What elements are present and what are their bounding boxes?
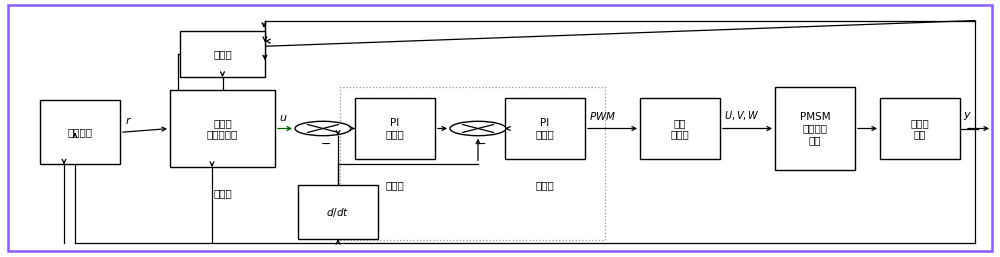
Bar — [640, 98, 720, 159]
Text: PI
控制器: PI 控制器 — [386, 118, 404, 139]
Text: 光电编
码器: 光电编 码器 — [911, 118, 929, 139]
Bar — [170, 90, 275, 167]
Text: 存储器: 存储器 — [213, 49, 232, 59]
Text: 电流环: 电流环 — [536, 180, 554, 190]
Text: PI
控制器: PI 控制器 — [536, 118, 554, 139]
Bar — [505, 98, 585, 159]
Bar — [180, 31, 265, 77]
Text: $r$: $r$ — [125, 115, 132, 126]
Bar — [298, 185, 378, 239]
Bar — [880, 98, 960, 159]
Text: PMSM
永磁同步
电机: PMSM 永磁同步 电机 — [800, 112, 830, 145]
Text: $U,V,W$: $U,V,W$ — [724, 109, 760, 122]
Text: $PWM$: $PWM$ — [589, 110, 616, 122]
Text: $u$: $u$ — [279, 113, 288, 123]
Text: 速度环: 速度环 — [386, 180, 404, 190]
Text: 功率
驱动器: 功率 驱动器 — [671, 118, 689, 139]
Text: 反正切
重复控制器: 反正切 重复控制器 — [207, 118, 238, 139]
Bar — [340, 87, 605, 240]
Text: 给定模块: 给定模块 — [68, 127, 92, 137]
Circle shape — [450, 121, 506, 136]
Bar — [40, 100, 120, 164]
Bar — [355, 98, 435, 159]
Text: $d/dt$: $d/dt$ — [326, 206, 350, 218]
Text: −: − — [476, 138, 486, 151]
Text: 位置环: 位置环 — [213, 188, 232, 198]
Text: $y$: $y$ — [963, 110, 972, 122]
Text: −: − — [321, 138, 331, 151]
Circle shape — [295, 121, 351, 136]
Bar — [775, 87, 855, 170]
